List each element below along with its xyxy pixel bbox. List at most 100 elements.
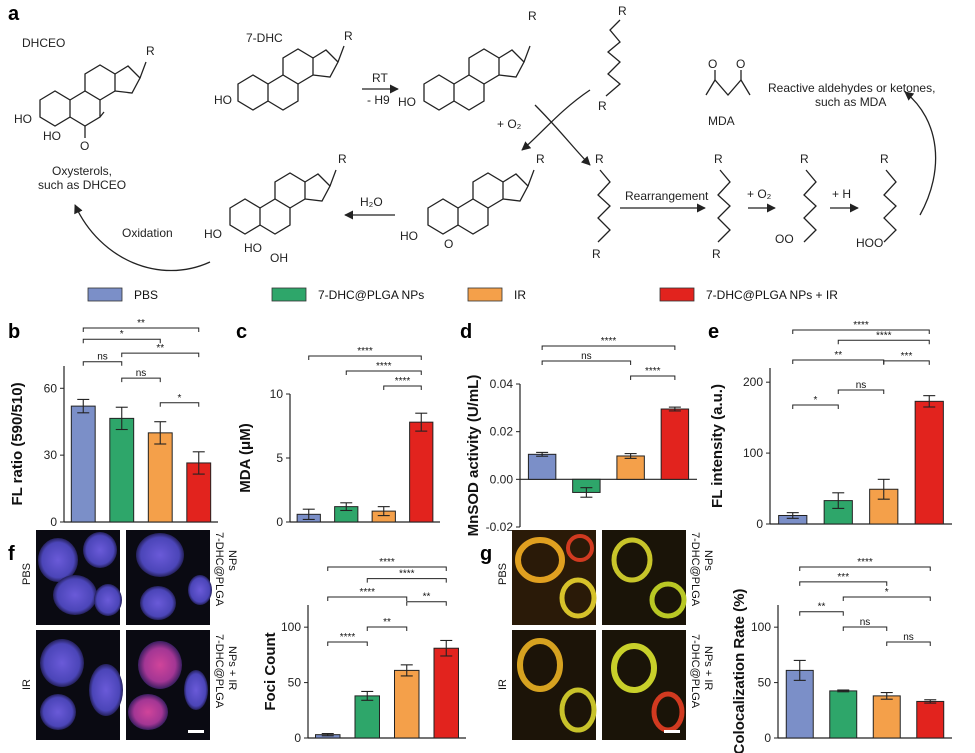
sig-label-b-3: ns	[97, 352, 108, 363]
panel-letter-a: a	[8, 3, 20, 25]
mda-structure: O O	[705, 57, 751, 96]
seven-dhc-structure: 7-DHC R HO	[214, 29, 353, 111]
ho-group-2: HO	[43, 129, 61, 143]
sig-bracket-g-2	[842, 596, 931, 601]
y-tick-label-d-3: 0.04	[490, 377, 514, 391]
sig-label-b-4: ns	[136, 368, 147, 379]
panel-letter-c: c	[236, 321, 247, 343]
reactive-label-2: such as MDA	[815, 95, 886, 109]
sig-bracket-c-2	[383, 385, 422, 390]
reactive-label: Reactive aldehydes or ketones,	[768, 81, 935, 95]
dhceo-structure: DHCEO R HO HO O	[14, 36, 155, 153]
sig-bracket-b-2	[121, 352, 200, 358]
sig-label-g-4: ns	[860, 617, 871, 628]
sig-label-c-2: ****	[395, 376, 411, 387]
micrograph-f: f PBS IR 7-DHC@PLGA NPs 7-DHC@PLGA NPs +…	[8, 530, 238, 740]
ho-triol-2: HO	[244, 241, 262, 255]
sig-label-g-2: *	[885, 587, 889, 598]
y-tick-label-d-0: -0.02	[486, 520, 514, 534]
panel-letter-b: b	[8, 321, 20, 343]
r-diene: R	[714, 152, 723, 166]
sig-bracket-b-5	[159, 402, 200, 407]
bar-b-0	[70, 405, 96, 523]
legend-swatch-3	[659, 287, 695, 302]
sig-label-e-0: ****	[853, 320, 869, 331]
bar-d-0	[527, 453, 557, 480]
ho-7dhc: HO	[214, 93, 232, 107]
micro-f-side2: 7-DHC@PLGA	[213, 634, 225, 709]
y-tick-label-f-0: 0	[294, 731, 301, 745]
sig-bracket-g-0	[799, 566, 931, 571]
sig-label-e-5: *	[814, 395, 818, 406]
ho-radical: HO	[398, 95, 416, 109]
scale-bar-f	[188, 730, 204, 733]
y-tick-label-d-2: 0.02	[490, 425, 514, 439]
h9-label: - H9	[367, 93, 390, 107]
r-epoxide: R	[536, 152, 545, 166]
panel-letter-f: f	[8, 543, 15, 565]
rearrangement-label: Rearrangement	[625, 189, 709, 203]
micro-f-side1: 7-DHC@PLGA	[213, 532, 225, 607]
sig-bracket-g-3	[799, 611, 844, 616]
sig-label-e-2: **	[834, 350, 842, 361]
chart-d: d -0.02 0.00 0.02 0.04 MnSOD activity (U/mL) *…	[460, 321, 697, 536]
mda-label: MDA	[708, 114, 735, 128]
sig-label-d-0: ****	[601, 336, 617, 347]
o2-label-2: + O₂	[747, 187, 772, 201]
y-label-d: MnSOD activity (U/mL)	[465, 375, 482, 537]
r-chain-3: R	[592, 247, 601, 261]
r-diene-2: R	[712, 247, 721, 261]
legend-label-2: IR	[514, 288, 526, 302]
legend-label-3: 7-DHC@PLGA NPs + IR	[706, 288, 838, 302]
sig-bracket-b-4	[121, 377, 161, 383]
sig-label-c-0: ****	[357, 346, 373, 357]
y-tick-label-g-2: 100	[751, 620, 771, 634]
hydroperoxide: R HOO	[856, 152, 897, 250]
r-triol: R	[338, 152, 347, 166]
sig-bracket-g-1	[799, 581, 888, 586]
y-tick-label-b-0: 0	[50, 515, 57, 529]
y-label-f: Foci Count	[262, 632, 279, 710]
sig-bracket-g-4	[842, 626, 888, 631]
sig-bracket-e-4	[837, 389, 885, 394]
sig-label-f-2: ****	[359, 587, 375, 598]
sig-bracket-e-3	[883, 360, 930, 365]
scale-bar-g	[664, 730, 680, 733]
bar-g-0	[785, 669, 814, 739]
sig-bracket-f-0	[327, 566, 447, 571]
fatty-acid-chain: R R	[598, 4, 627, 113]
sig-bracket-b-3	[82, 361, 123, 366]
triol-structure: R HO HO OH	[204, 152, 347, 265]
sig-label-e-4: ns	[856, 380, 867, 391]
y-tick-label-f-2: 100	[281, 620, 301, 634]
epoxide-structure: R HO O	[400, 152, 545, 251]
legend-swatch-2	[467, 287, 503, 302]
sig-label-d-2: ****	[645, 366, 661, 377]
sig-label-g-1: ***	[837, 572, 849, 583]
y-tick-label-c-1: 5	[276, 451, 283, 465]
sig-bracket-c-1	[345, 370, 422, 375]
micro-f-side1b: NPs	[226, 550, 238, 571]
panel-letter-g: g	[480, 543, 492, 565]
sig-bracket-e-5	[792, 404, 839, 409]
micro-g-side2b: NPs + IR	[702, 646, 714, 690]
bar-d-2	[616, 455, 645, 480]
legend-swatch-0	[87, 287, 123, 302]
sig-bracket-e-1	[837, 339, 930, 345]
y-label-g: Colocalization Rate (%)	[731, 589, 748, 753]
label-7dhc: 7-DHC	[246, 31, 283, 45]
panel-letter-e: e	[708, 321, 719, 343]
o2-label: + O₂	[497, 117, 522, 131]
y-tick-label-e-0: 0	[756, 517, 763, 531]
r-group-radical: R	[528, 9, 537, 23]
legend-label-0: PBS	[134, 288, 158, 302]
y-tick-label-c-2: 10	[270, 387, 284, 401]
r-peroxyl: R	[800, 152, 809, 166]
oxidation-arrow	[74, 204, 211, 272]
y-tick-label-b-2: 60	[44, 381, 58, 395]
sig-bracket-f-5	[327, 641, 368, 646]
